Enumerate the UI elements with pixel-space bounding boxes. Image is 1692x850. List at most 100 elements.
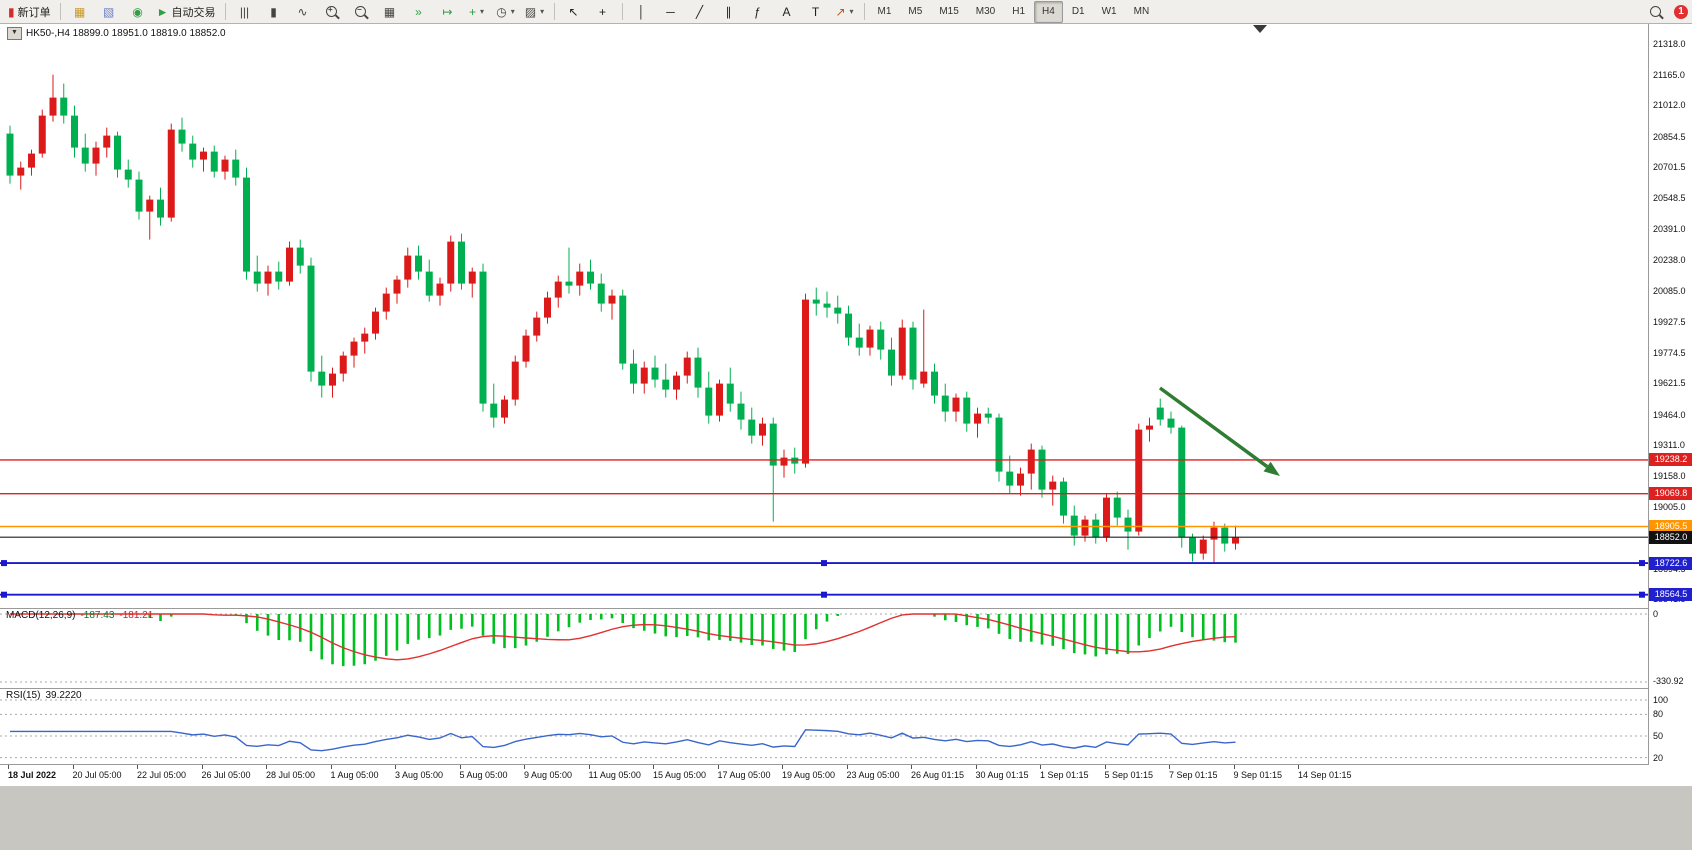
arrows-button-dropdown-icon[interactable]: ▾ bbox=[849, 7, 854, 16]
zoom-in-button[interactable]: + bbox=[318, 1, 346, 23]
auto-scroll-button[interactable]: » bbox=[405, 1, 433, 23]
price-tick: 20701.5 bbox=[1653, 162, 1686, 173]
timeframe-h4[interactable]: H4 bbox=[1034, 0, 1063, 23]
new-order-button[interactable]: ▮ 新订单 bbox=[4, 1, 55, 23]
time-tick bbox=[653, 765, 654, 769]
data-window-icon: ◉ bbox=[132, 4, 143, 19]
rsi-panel[interactable] bbox=[0, 688, 1648, 764]
profiles-button[interactable]: ▧ bbox=[95, 1, 123, 23]
candle-body bbox=[372, 311, 379, 334]
macd-panel[interactable] bbox=[0, 608, 1648, 688]
text-label-button[interactable]: T bbox=[802, 1, 830, 23]
candle-body bbox=[1017, 473, 1024, 486]
chart-shift-marker-icon[interactable] bbox=[1253, 25, 1267, 33]
timeframe-m1[interactable]: M1 bbox=[870, 1, 900, 23]
trendline-icon: ╱ bbox=[695, 4, 704, 19]
candle-body bbox=[447, 241, 455, 284]
price-badge: 19069.8 bbox=[1649, 487, 1692, 501]
indicators-button[interactable]: + ▾ bbox=[463, 1, 491, 23]
hline-handle[interactable] bbox=[1, 560, 7, 567]
candle-body bbox=[1103, 497, 1110, 538]
candle-body bbox=[1232, 537, 1239, 544]
notification-badge[interactable]: 1 bbox=[1674, 4, 1688, 19]
trendline-button[interactable]: ╱ bbox=[686, 1, 714, 23]
data-window-button[interactable]: ◉ bbox=[124, 1, 152, 23]
zoom-out-icon: − bbox=[355, 5, 366, 17]
candle-body bbox=[307, 265, 315, 372]
time-tick bbox=[266, 765, 267, 769]
templates-button[interactable]: ▨ ▾ bbox=[521, 1, 549, 23]
time-label: 19 Aug 05:00 bbox=[782, 770, 836, 780]
vertical-line-button[interactable]: │ bbox=[628, 1, 656, 23]
chart-shift-button[interactable]: ↦ bbox=[434, 1, 462, 23]
candle-body bbox=[339, 355, 347, 374]
timeframe-h1[interactable]: H1 bbox=[1004, 1, 1033, 23]
price-tick: 19158.0 bbox=[1653, 471, 1686, 481]
candlestick-chart-button[interactable]: ▮ bbox=[260, 1, 288, 23]
tile-windows-button[interactable]: ▦ bbox=[376, 1, 404, 23]
equidistant-channel-button[interactable]: ∥ bbox=[715, 1, 743, 23]
candle-body bbox=[812, 299, 820, 304]
time-label: 7 Sep 01:15 bbox=[1169, 770, 1218, 780]
hline-handle[interactable] bbox=[1639, 560, 1645, 567]
price-tick: 20548.5 bbox=[1653, 192, 1686, 203]
crosshair-button[interactable]: + bbox=[589, 1, 617, 23]
search-button[interactable] bbox=[1641, 1, 1669, 23]
hline-handle[interactable] bbox=[1, 591, 7, 598]
candle-body bbox=[92, 147, 100, 164]
fibonacci-button[interactable]: ƒ bbox=[744, 1, 772, 23]
panel-separator[interactable] bbox=[0, 688, 1692, 689]
time-label: 20 Jul 05:00 bbox=[72, 770, 122, 780]
arrows-button[interactable]: ↗ ▾ bbox=[831, 1, 859, 23]
templates-icon: ▨ bbox=[524, 4, 537, 19]
autotrading-button[interactable]: ► 自动交易 bbox=[153, 1, 220, 23]
candle-body bbox=[404, 255, 412, 280]
hline-handle[interactable] bbox=[821, 560, 827, 567]
charts-layout-button[interactable]: ▦ bbox=[66, 1, 94, 23]
time-tick bbox=[782, 765, 783, 769]
time-tick bbox=[911, 765, 912, 769]
timeframe-m30[interactable]: M30 bbox=[968, 1, 1003, 23]
main-chart-plot[interactable] bbox=[0, 24, 1648, 608]
candle-body bbox=[178, 129, 186, 144]
timeframe-m15-label: M15 bbox=[939, 6, 959, 17]
timeframe-d1[interactable]: D1 bbox=[1064, 1, 1093, 23]
timeframe-mn[interactable]: MN bbox=[1126, 1, 1158, 23]
candle-body bbox=[630, 363, 637, 384]
templates-button-dropdown-icon[interactable]: ▾ bbox=[540, 7, 545, 16]
indicators-button-dropdown-icon[interactable]: ▾ bbox=[480, 7, 485, 16]
macd-label: MACD(12,26,9) -187.43 -181.21 bbox=[6, 610, 153, 621]
price-tick: 20085.0 bbox=[1653, 285, 1686, 296]
hline-handle[interactable] bbox=[821, 591, 827, 598]
horizontal-line-icon: ─ bbox=[666, 4, 675, 19]
time-tick bbox=[1233, 765, 1235, 769]
candle-body bbox=[662, 379, 670, 390]
text-button[interactable]: A bbox=[773, 1, 801, 23]
horizontal-line-button[interactable]: ─ bbox=[657, 1, 685, 23]
timeframe-m15[interactable]: M15 bbox=[931, 1, 966, 23]
candle-body bbox=[264, 271, 272, 284]
cursor-button[interactable]: ↖ bbox=[560, 1, 588, 23]
price-tick: 19311.0 bbox=[1653, 440, 1685, 451]
candle-body bbox=[1199, 539, 1207, 554]
hline-handle[interactable] bbox=[1639, 591, 1645, 598]
time-label: 11 Aug 05:00 bbox=[588, 770, 641, 780]
bar-chart-button[interactable]: ||| bbox=[231, 1, 259, 23]
periods-button[interactable]: ◷ ▾ bbox=[492, 1, 520, 23]
timeframe-w1[interactable]: W1 bbox=[1094, 1, 1125, 23]
line-chart-button[interactable]: ∿ bbox=[289, 1, 317, 23]
chart-menu-icon[interactable]: ▼ bbox=[7, 27, 22, 40]
candle-body bbox=[1221, 527, 1229, 544]
price-axis[interactable]: 21318.0 21165.0 21012.0 20854.5 20701.5 20548… bbox=[1648, 24, 1692, 765]
time-tick bbox=[1104, 765, 1106, 769]
candle-body bbox=[522, 335, 530, 362]
zoom-out-button[interactable]: − bbox=[347, 1, 375, 23]
trend-arrow[interactable] bbox=[1158, 386, 1269, 468]
timeframe-m5[interactable]: M5 bbox=[900, 1, 930, 23]
panel-separator[interactable] bbox=[0, 608, 1692, 609]
toolbar-separator bbox=[621, 3, 623, 20]
time-axis[interactable]: 18 Jul 2022 20 Jul 05:00 22 Jul 05:00 26 Ju… bbox=[0, 765, 1692, 786]
tile-windows-icon: ▦ bbox=[383, 4, 396, 19]
periods-button-dropdown-icon[interactable]: ▾ bbox=[510, 7, 515, 16]
